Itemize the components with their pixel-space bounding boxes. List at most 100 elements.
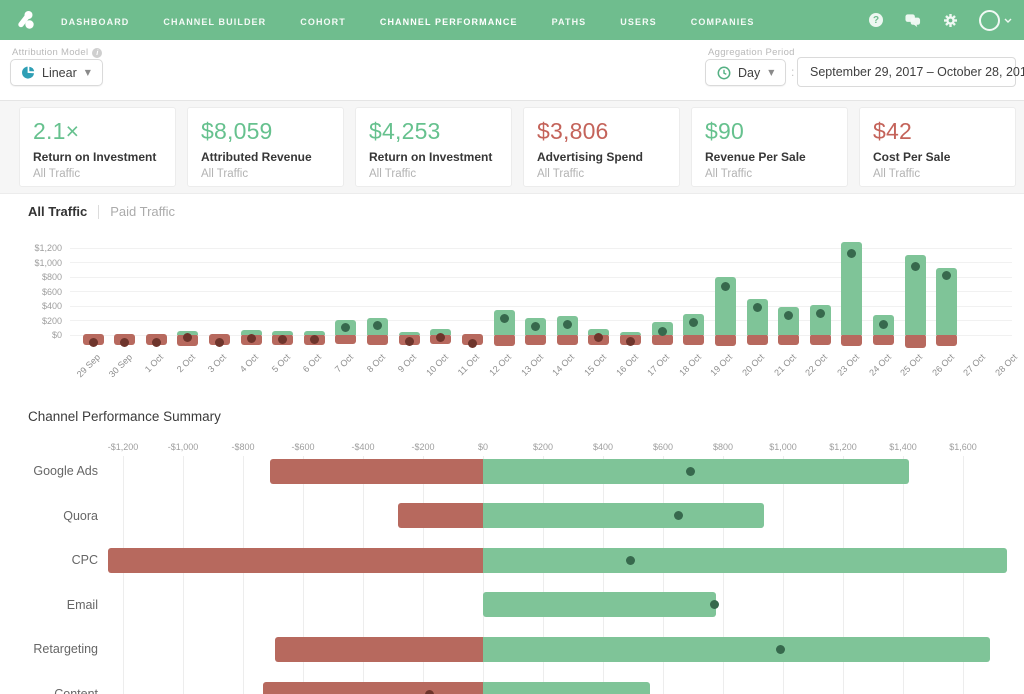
tab-divider	[98, 205, 99, 219]
chat-icon[interactable]	[905, 12, 921, 28]
profit-dot	[310, 335, 319, 344]
gear-icon[interactable]	[942, 12, 958, 28]
x-axis-tick: $400	[573, 442, 633, 452]
nav-item-dashboard[interactable]: DASHBOARD	[58, 0, 132, 43]
bar-spend[interactable]	[494, 334, 515, 346]
tab-all-traffic[interactable]: All Traffic	[28, 204, 87, 219]
bar-revenue[interactable]	[483, 682, 650, 694]
kpi-label: Advertising Spend	[537, 150, 666, 164]
bar-spend[interactable]	[275, 637, 484, 662]
profit-dot	[626, 556, 635, 565]
profit-dot	[753, 303, 762, 312]
traffic-tabs: All Traffic Paid Traffic	[28, 204, 175, 219]
gridline-x	[243, 456, 244, 694]
info-icon[interactable]: i	[92, 48, 102, 58]
gridline-y	[70, 291, 1012, 292]
profit-dot	[425, 690, 434, 694]
bar-spend[interactable]	[936, 334, 957, 346]
profit-dot	[278, 335, 287, 344]
bar-spend[interactable]	[108, 548, 483, 573]
bar-revenue[interactable]	[483, 637, 990, 662]
caret-down-icon: ▼	[85, 68, 91, 77]
bar-spend[interactable]	[335, 334, 356, 344]
attribution-model-value: Linear	[42, 66, 77, 80]
profit-dot	[911, 262, 920, 271]
bar-revenue[interactable]	[620, 332, 641, 335]
bar-spend[interactable]	[747, 334, 768, 345]
bar-spend[interactable]	[810, 334, 831, 345]
bar-revenue[interactable]	[399, 332, 420, 335]
x-axis-tick: -$1,200	[93, 442, 153, 452]
attribution-model-selector[interactable]: Linear ▼	[10, 59, 103, 86]
pie-chart-icon	[22, 66, 35, 79]
date-range-value: September 29, 2017 – October 28, 2017	[798, 65, 1024, 79]
profit-dot	[674, 511, 683, 520]
nav-item-cohort[interactable]: COHORT	[297, 0, 349, 43]
bar-spend[interactable]	[715, 334, 736, 346]
controls-bar: Attribution Model i Linear ▼ Aggregation…	[0, 40, 1024, 101]
kpi-sublabel: All Traffic	[873, 168, 1002, 180]
kpi-card: $8,059Attributed RevenueAll Traffic	[187, 107, 344, 187]
aggregation-period-selector[interactable]: Day ▼	[705, 59, 786, 86]
help-icon[interactable]: ?	[868, 12, 884, 28]
x-axis-tick: -$400	[333, 442, 393, 452]
channel-summary-chart: -$1,200-$1,000-$800-$600-$400-$200$0$200…	[0, 438, 1024, 694]
x-axis-tick: $600	[633, 442, 693, 452]
kpi-card: $4,253 Return on Investment All Traffic	[355, 107, 512, 187]
bar-spend[interactable]	[873, 334, 894, 345]
kpi-sublabel: All Traffic	[537, 168, 666, 180]
profit-dot	[710, 600, 719, 609]
bar-revenue[interactable]	[483, 459, 909, 484]
profit-dot	[405, 337, 414, 346]
kpi-label: Return on Investment	[369, 150, 498, 164]
bar-spend[interactable]	[367, 334, 388, 345]
kpi-sublabel: All Traffic	[369, 168, 498, 180]
bar-spend[interactable]	[263, 682, 484, 694]
x-axis-tick: $1,600	[933, 442, 993, 452]
profit-dot	[776, 645, 785, 654]
profit-dot	[120, 338, 129, 347]
bar-spend[interactable]	[778, 334, 799, 345]
nav-item-users[interactable]: USERS	[617, 0, 660, 43]
kpi-sublabel: All Traffic	[33, 168, 162, 180]
x-axis-tick: -$600	[273, 442, 333, 452]
nav-item-paths[interactable]: PATHS	[549, 0, 590, 43]
y-axis-tick: $400	[0, 301, 62, 311]
nav-item-channel-builder[interactable]: CHANNEL BUILDER	[160, 0, 269, 43]
x-axis-tick: $800	[693, 442, 753, 452]
tab-paid-traffic[interactable]: Paid Traffic	[110, 204, 175, 219]
bar-spend[interactable]	[398, 503, 484, 528]
bar-spend[interactable]	[557, 334, 578, 345]
profit-dot	[686, 467, 695, 476]
date-range-picker[interactable]: September 29, 2017 – October 28, 2017	[797, 57, 1016, 87]
bar-spend[interactable]	[905, 334, 926, 348]
bar-spend[interactable]	[841, 334, 862, 346]
clock-icon	[717, 66, 731, 80]
nav-item-channel-performance[interactable]: CHANNEL PERFORMANCE	[377, 0, 521, 43]
aggregation-period-label: Aggregation Period	[708, 47, 795, 58]
x-axis-tick: $0	[453, 442, 513, 452]
bar-revenue[interactable]	[483, 548, 1007, 573]
bar-spend[interactable]	[683, 334, 704, 345]
avatar	[979, 10, 1000, 31]
kpi-label: Attributed Revenue	[201, 150, 330, 164]
channel-label: Email	[0, 598, 98, 612]
profit-dot	[500, 314, 509, 323]
kpi-value: $3,806	[537, 118, 666, 145]
channel-label: Quora	[0, 509, 98, 523]
kpi-value: $4,253	[369, 118, 498, 145]
attribution-logo[interactable]	[13, 7, 39, 33]
kpi-card: 2.1×Return on InvestmentAll Traffic	[19, 107, 176, 187]
y-axis-tick: $600	[0, 287, 62, 297]
user-menu[interactable]	[979, 10, 1012, 31]
bar-spend[interactable]	[525, 334, 546, 345]
gridline-y	[70, 306, 1012, 307]
bar-revenue[interactable]	[483, 592, 716, 617]
kpi-card: $42Cost Per SaleAll Traffic	[859, 107, 1016, 187]
bar-spend[interactable]	[270, 459, 483, 484]
nav-item-companies[interactable]: COMPANIES	[688, 0, 758, 43]
aggregation-period-value: Day	[738, 66, 760, 80]
bar-revenue[interactable]	[483, 503, 764, 528]
x-axis-tick: -$1,000	[153, 442, 213, 452]
kpi-card: $3,806 Advertising Spend All Traffic	[523, 107, 680, 187]
